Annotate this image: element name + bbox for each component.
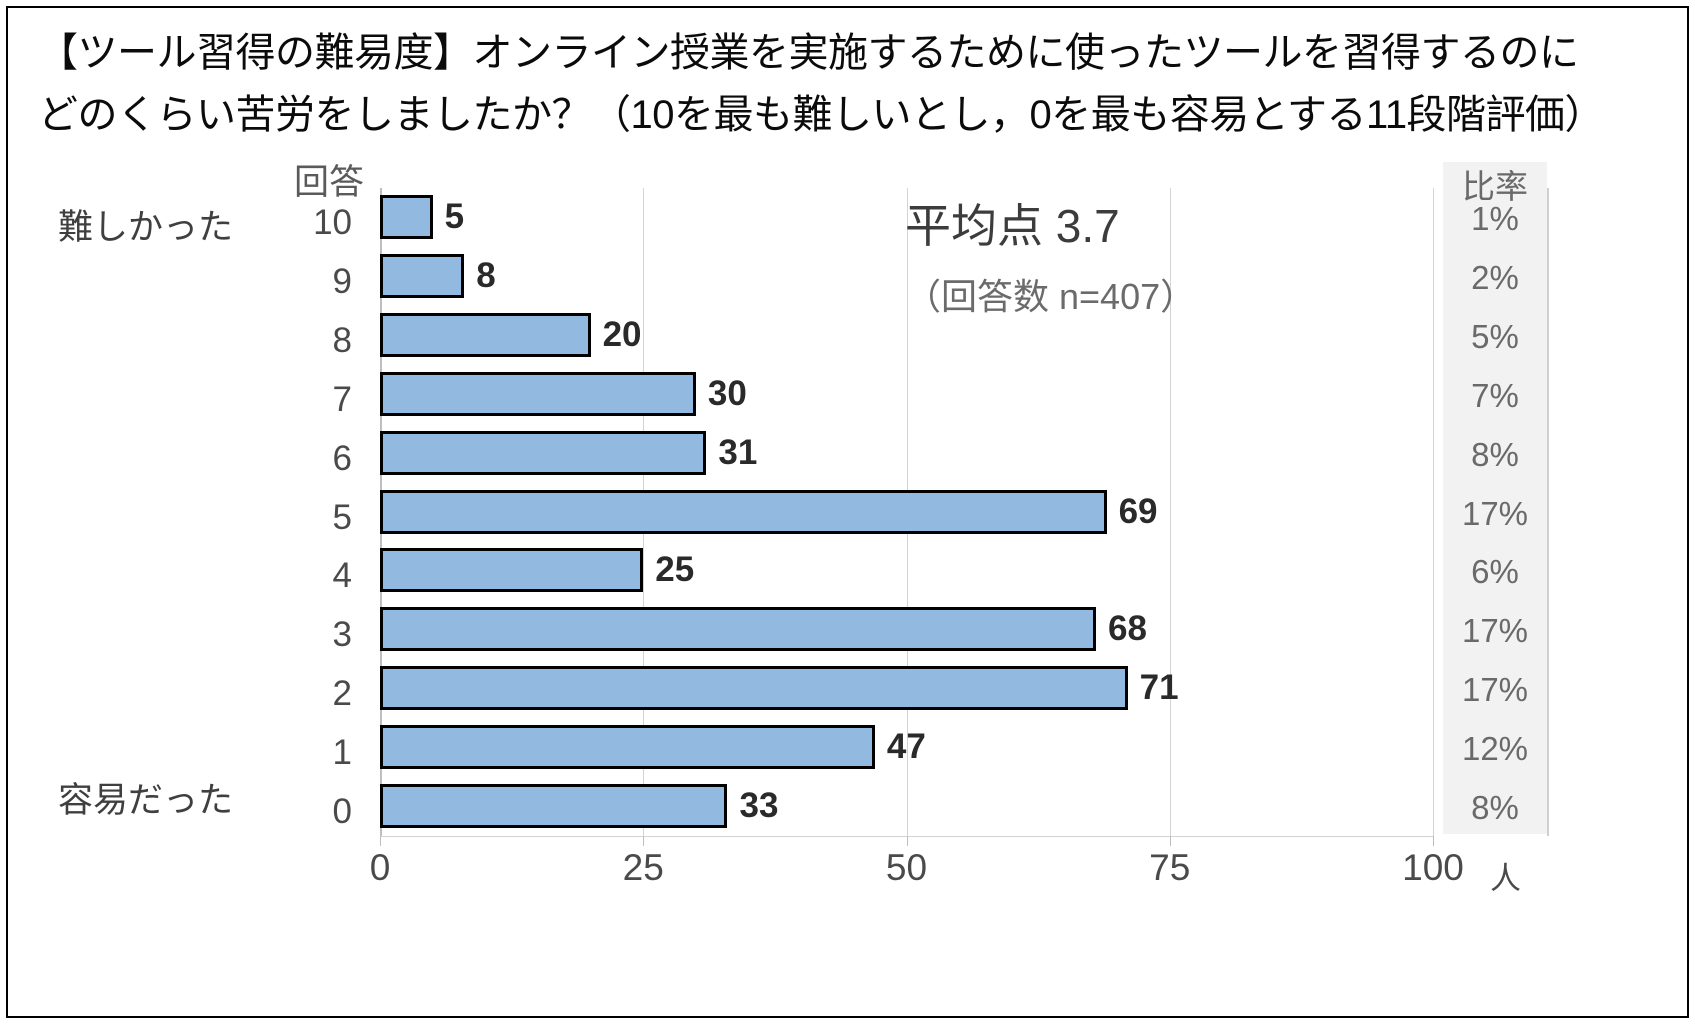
average-score-text: 平均点 3.7 — [905, 200, 1120, 252]
bar-row: 31 — [380, 424, 1620, 483]
bar — [380, 371, 696, 416]
title-line-2: どのくらい苦労をしましたか？（10を最も難しいとし，0を最も容易とする11段階評… — [38, 93, 1605, 137]
bar — [380, 312, 591, 357]
bar-value-label: 31 — [718, 432, 758, 472]
bar-row: 5 — [380, 188, 1620, 247]
bar-value-label: 68 — [1108, 609, 1147, 649]
bar-value-label: 33 — [739, 786, 779, 826]
bar-value-label: 47 — [886, 727, 926, 767]
ratio-value: 17% — [1461, 671, 1529, 709]
ratio-value: 6% — [1471, 553, 1519, 591]
x-axis-tick — [643, 836, 645, 846]
category-label: 9 — [332, 261, 352, 301]
x-axis-tick-label: 100 — [1402, 847, 1464, 888]
ratio-column-header: 比率 — [1462, 168, 1528, 205]
bar — [380, 430, 707, 475]
bar-row: 8 — [380, 247, 1620, 306]
ratio-value: 7% — [1471, 376, 1519, 414]
bar-value-label: 5 — [444, 197, 465, 236]
sample-size-text: （回答数 n=407） — [905, 276, 1197, 317]
bar-row: 25 — [380, 541, 1620, 600]
ratio-value: 8% — [1471, 789, 1519, 827]
bar — [380, 195, 433, 239]
bar-row: 71 — [380, 659, 1620, 718]
bar — [380, 548, 644, 593]
ratio-value: 1% — [1471, 200, 1519, 237]
scale-anchor-easy: 容易だった — [58, 781, 234, 820]
bar — [380, 253, 465, 298]
x-axis-tick-label: 25 — [622, 847, 664, 888]
bar-row: 30 — [380, 365, 1620, 424]
category-label: 3 — [332, 615, 352, 655]
answer-column-header: 回答 — [294, 163, 365, 202]
ratio-value: 8% — [1471, 435, 1519, 473]
category-label: 0 — [332, 792, 352, 832]
bar-value-label: 30 — [707, 373, 747, 413]
ratio-column-edge — [1547, 188, 1549, 836]
average-annotation: 平均点 3.7 （回答数 n=407） — [905, 190, 1325, 320]
category-axis: 10 9 8 7 6 5 4 3 2 1 0 — [272, 197, 352, 829]
category-label: 10 — [313, 203, 352, 242]
bar-value-label: 20 — [602, 314, 642, 354]
value-axis-labels: 人 0 25 50 75 100 — [370, 847, 1580, 907]
bar-row: 69 — [380, 483, 1620, 542]
category-label: 8 — [332, 320, 352, 360]
bar-row: 68 — [380, 600, 1620, 659]
ratio-value: 2% — [1471, 258, 1519, 296]
bar-value-label: 8 — [476, 255, 496, 295]
plot-area: 難しかった 容易だった 回答 10 9 8 7 6 5 4 3 2 1 0 5 8 20 30 31 69 25… — [0, 150, 1695, 940]
ratio-value: 12% — [1461, 730, 1529, 768]
x-axis-tick-label: 75 — [1149, 847, 1191, 888]
bar-row: 47 — [380, 718, 1620, 777]
title-line-1: 【ツール習得の難易度】オンライン授業を実施するために使ったツールを習得するのに — [38, 31, 1579, 75]
gridline — [1169, 188, 1171, 836]
category-label: 1 — [332, 733, 352, 773]
x-axis-tick — [1433, 836, 1434, 846]
bar-series: 5 8 20 30 31 69 25 68 71 47 33 — [380, 188, 1620, 836]
x-axis-unit: 人 — [1490, 861, 1521, 896]
x-axis-tick — [1169, 836, 1171, 846]
bar-value-label: 69 — [1118, 491, 1158, 531]
category-label: 4 — [332, 556, 352, 596]
x-axis-tick — [906, 836, 908, 846]
ratio-column-band — [1443, 162, 1547, 834]
bar-value-label: 25 — [655, 550, 695, 590]
bar-row: 33 — [380, 777, 1620, 836]
bar — [380, 725, 875, 770]
gridline — [1433, 188, 1434, 836]
bar-value-label: 71 — [1139, 668, 1179, 708]
category-label: 6 — [332, 438, 352, 478]
ratio-value: 17% — [1461, 612, 1529, 650]
category-label: 2 — [332, 674, 352, 714]
bar-row: 20 — [380, 306, 1620, 365]
page-title: 【ツール習得の難易度】オンライン授業を実施するために使ったツールを習得するのに … — [38, 22, 1658, 146]
ratio-value: 17% — [1461, 494, 1529, 532]
x-axis-tick-label: 50 — [885, 847, 928, 888]
x-axis-tick — [380, 836, 381, 846]
bar — [380, 607, 1097, 652]
scale-anchor-hard: 難しかった — [58, 208, 234, 247]
bar — [380, 489, 1107, 534]
ratio-value: 5% — [1471, 317, 1519, 355]
category-label: 7 — [332, 379, 352, 419]
x-axis-tick-label: 0 — [369, 847, 391, 888]
bar — [380, 784, 728, 829]
category-label: 5 — [332, 497, 352, 537]
bar — [380, 666, 1128, 711]
